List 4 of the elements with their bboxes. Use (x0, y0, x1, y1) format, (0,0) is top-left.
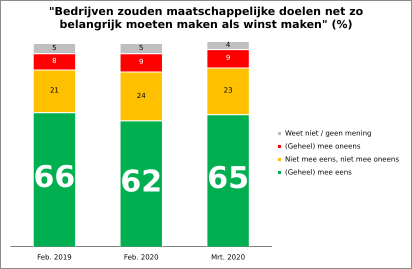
data-label: 66 (34, 160, 76, 196)
data-label: 62 (120, 164, 162, 200)
chart-title: "Bedrijven zouden maatschappelijke doelen net zo belangrijk moeten maken als winst maken" (%) (48, 5, 364, 31)
data-label: 65 (207, 161, 249, 196)
